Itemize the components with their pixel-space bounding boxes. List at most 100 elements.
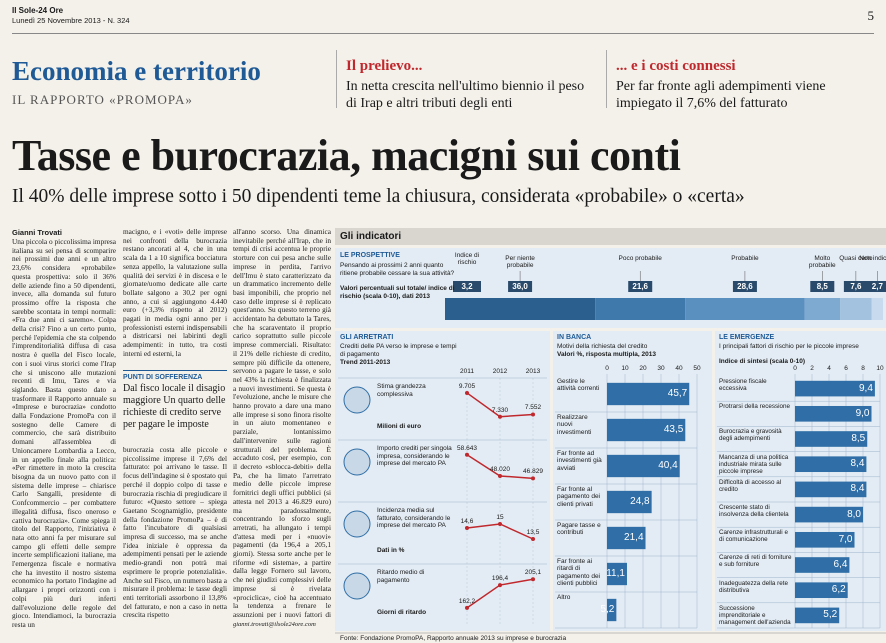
category-label: Protrarsi della recessione	[719, 403, 791, 411]
stack-segment	[445, 298, 596, 320]
value-label: 7,0	[838, 533, 853, 545]
x-tick-label: 40	[675, 365, 683, 372]
divider	[606, 50, 607, 108]
bar	[795, 506, 863, 523]
point	[465, 526, 469, 530]
point-label: 7.330	[491, 406, 509, 414]
section-subtitle: IL RAPPORTO «PROMOPA»	[12, 92, 193, 107]
category-label: Poco probabile	[618, 255, 662, 262]
point-label: 9.705	[458, 382, 476, 390]
category-label: Carenze infrastrutturali e di comunicazi…	[719, 529, 788, 544]
x-tick-label: 2	[810, 365, 814, 372]
category-label: Altro	[557, 594, 571, 601]
row-label: Stima grandezza complessiva	[377, 383, 426, 398]
x-tick-label: 10	[876, 365, 884, 372]
panel-title: LE PROSPETTIVE	[340, 252, 400, 259]
value-label: 24,8	[630, 496, 650, 507]
category-label: Non indicato	[859, 255, 886, 262]
point	[498, 522, 502, 526]
box-text: Dal fisco locale il disagio maggiore Un …	[123, 383, 226, 430]
infographic-graphics	[335, 228, 886, 634]
category-label: Burocrazia e gravosità degli adempimenti	[719, 428, 782, 443]
bar	[607, 418, 686, 442]
category-label: Realizzare nuovi investimenti	[557, 414, 592, 436]
category-label: Difficoltà di accesso al credito	[719, 478, 782, 493]
bar	[607, 454, 680, 478]
panel	[335, 331, 550, 631]
author: Gianni Trovati	[12, 228, 63, 237]
icon	[343, 448, 371, 476]
value-label: 8,5	[816, 282, 828, 291]
box-kicker: PUNTI DI SOFFERENZA	[123, 374, 203, 381]
teaser-kicker: Il prelievo...	[346, 58, 423, 74]
point	[465, 605, 469, 610]
subtitle: I principali fattori di rischio per le p…	[719, 343, 859, 350]
row-unit: Milioni di euro	[377, 423, 422, 430]
row-label: Incidenza media sul fatturato, considera…	[377, 507, 451, 529]
category-label: Carenze di reti di forniture e sub forni…	[719, 554, 792, 569]
stack-segment	[871, 298, 883, 320]
value-label: 28,6	[737, 282, 753, 291]
value-label: 5,2	[823, 609, 838, 621]
bar	[607, 382, 690, 406]
value-label: 9,0	[855, 407, 870, 419]
point-label: 14,6	[460, 518, 474, 525]
category-label: Per niente probabile	[505, 255, 535, 269]
bar	[607, 526, 646, 550]
point-label: 46.829	[523, 468, 543, 476]
value-box	[628, 281, 653, 292]
headline: Tasse e burocrazia, macigni sui conti	[12, 131, 681, 180]
bar	[795, 405, 872, 422]
row-label: Ritardo medio di pagamento	[377, 569, 425, 584]
value-box	[508, 281, 533, 292]
article-column: all'anno scorso. Una dinamica inevitabil…	[233, 228, 331, 618]
point-label: 48.020	[490, 465, 510, 473]
category-label: Far fronte al pagamento dei clienti priv…	[557, 486, 601, 508]
infographic-title: Gli indicatori	[340, 231, 402, 242]
value-label: 9,4	[858, 382, 873, 394]
divider	[336, 50, 337, 108]
stack-segment	[685, 298, 805, 320]
bar	[795, 431, 868, 447]
stack-segment	[595, 298, 686, 320]
note: Indice di sintesi (scala 0-10)	[719, 358, 805, 365]
bar	[607, 598, 617, 622]
category-label: Molto probabile	[808, 255, 836, 269]
point	[498, 583, 502, 588]
x-tick-label: 8	[861, 365, 865, 372]
x-tick-label: 0	[605, 365, 609, 372]
note: Valori percentuali sul totale/ indice di…	[340, 285, 455, 300]
bar	[607, 562, 627, 586]
value-label: 21,6	[632, 282, 648, 291]
bar	[795, 380, 875, 397]
x-tick-label: 10	[621, 365, 629, 372]
x-tick-label: 4	[827, 365, 831, 372]
category-label: Quasi certo	[839, 255, 873, 262]
value-label: 45,7	[667, 388, 688, 399]
stack-segment	[840, 298, 872, 320]
value-label: 8,5	[851, 433, 866, 444]
bar	[795, 582, 848, 599]
row-unit: Dati in %	[377, 547, 405, 554]
value-label: 2,7	[871, 282, 883, 291]
value-box	[865, 281, 886, 292]
point	[531, 412, 535, 417]
risk-label: Indice di rischio	[454, 252, 480, 266]
x-tick-label: 30	[657, 365, 665, 372]
article-column: macigno, e i «voti» delle imprese nei co…	[123, 228, 227, 358]
value-label: 8,4	[850, 458, 865, 470]
year-label: 2011	[460, 368, 474, 375]
point-label: 15	[496, 514, 504, 521]
point	[531, 476, 535, 481]
value-label: 40,4	[658, 460, 678, 471]
teaser-text: In netta crescita nell'ultimo biennio il…	[346, 79, 585, 111]
bar	[795, 531, 855, 548]
panel-title: IN BANCA	[557, 334, 592, 341]
category-label: Crescente stato di insolvenza della clie…	[719, 504, 789, 519]
x-tick-label: 20	[639, 365, 647, 372]
source: Fonte: Fondazione PromoPA, Rapporto annu…	[340, 635, 567, 642]
value-label: 8,4	[850, 483, 865, 495]
value-label: 5,2	[600, 604, 615, 615]
value-label: 11,1	[606, 568, 625, 579]
